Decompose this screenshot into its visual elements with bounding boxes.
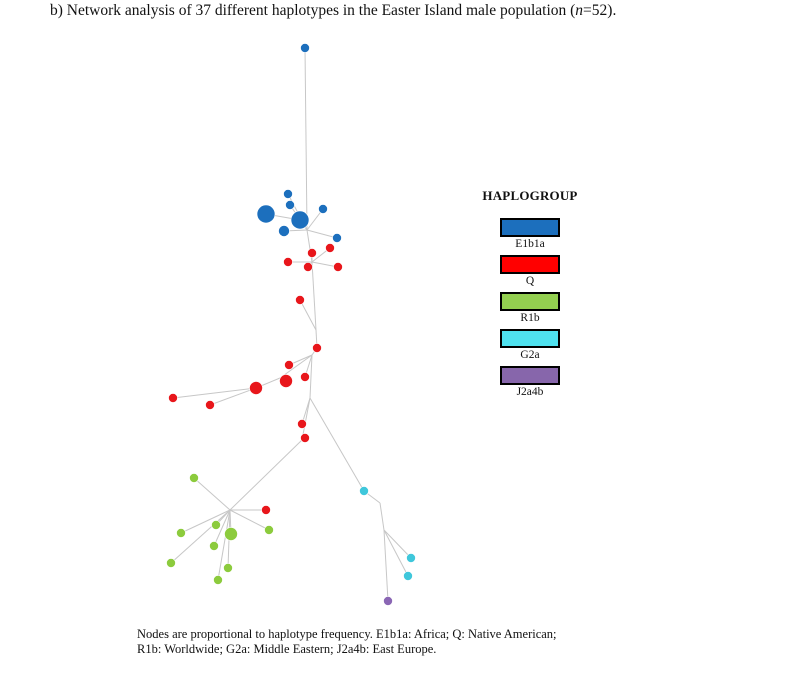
haplotype-node-q <box>307 248 317 258</box>
legend-item: G2a <box>470 329 590 362</box>
network-edge <box>309 354 313 399</box>
network-edge <box>229 439 303 511</box>
haplotype-node-r1b <box>189 473 199 483</box>
network-edge <box>383 529 412 559</box>
network-edge <box>309 397 365 492</box>
legend-label: Q <box>525 275 535 287</box>
haplotype-node-q <box>303 262 313 272</box>
legend-label: G2a <box>520 349 540 361</box>
figure-title-n: n <box>575 2 584 19</box>
legend-swatch <box>500 292 560 311</box>
network-edge <box>213 509 231 547</box>
legend-item: J2a4b <box>470 366 590 399</box>
haplotype-node-e1b1a <box>290 210 310 230</box>
haplotype-node-g2a <box>406 553 416 563</box>
legend-item: Q <box>470 255 590 288</box>
legend-title: HAPLOGROUP <box>482 188 578 203</box>
haplotype-node-q <box>249 381 263 395</box>
haplotype-node-e1b1a <box>285 200 295 210</box>
haplotype-node-q <box>312 343 322 353</box>
legend-swatch <box>500 218 560 237</box>
figure-title: b) Network analysis of 37 different hapl… <box>50 2 616 20</box>
legend-label: J2a4b <box>516 386 544 398</box>
haplotype-node-q <box>300 372 310 382</box>
figure-title-suffix: =52). <box>583 2 617 19</box>
network-edge <box>383 529 409 577</box>
haplotype-node-q <box>333 262 343 272</box>
haplotype-node-e1b1a <box>318 204 328 214</box>
network-edge <box>180 509 231 534</box>
haplotype-node-r1b <box>211 520 221 530</box>
network-nodes <box>166 43 416 606</box>
haplotype-node-q <box>205 400 215 410</box>
network-edge <box>379 502 385 531</box>
haplotype-node-q <box>283 257 293 267</box>
legend-label: E1b1a <box>515 238 545 250</box>
haplotype-node-g2a <box>403 571 413 581</box>
network-edge <box>209 387 257 406</box>
haplotype-node-g2a <box>359 486 369 496</box>
figure-title-prefix: b) Network analysis of 37 different hapl… <box>50 2 576 19</box>
haplotype-node-q <box>261 505 271 515</box>
haplotype-node-j2a4b <box>383 596 393 606</box>
figure-caption: Nodes are proportional to haplotype freq… <box>137 627 737 657</box>
haplotype-node-e1b1a <box>283 189 293 199</box>
haplotype-node-q <box>168 393 178 403</box>
legend-swatch <box>500 329 560 348</box>
haplotype-node-r1b <box>176 528 186 538</box>
haplotype-node-e1b1a <box>256 204 276 224</box>
haplotype-node-q <box>284 360 294 370</box>
network-edge <box>299 299 317 331</box>
haplotype-node-r1b <box>166 558 176 568</box>
network-edge <box>304 47 308 231</box>
caption-line-2: R1b: Worldwide; G2a: Middle Eastern; J2a… <box>137 642 437 656</box>
legend-swatch <box>500 255 560 274</box>
network-edges <box>170 47 412 602</box>
network-edge <box>170 509 231 564</box>
legend-swatch <box>500 366 560 385</box>
haplotype-node-r1b <box>224 527 238 541</box>
legend-item: R1b <box>470 292 590 325</box>
legend-label: R1b <box>520 312 540 324</box>
network-edge <box>229 509 270 531</box>
haplotype-node-e1b1a <box>300 43 310 53</box>
haplotype-node-e1b1a <box>278 225 290 237</box>
haplotype-node-q <box>300 433 310 443</box>
haplotype-node-q <box>325 243 335 253</box>
haplotype-node-q <box>297 419 307 429</box>
haplotype-node-e1b1a <box>332 233 342 243</box>
haplotype-node-r1b <box>264 525 274 535</box>
haplotype-node-q <box>279 374 293 388</box>
network-edge <box>172 387 257 399</box>
legend-item: E1b1a <box>470 218 590 251</box>
network-edge <box>217 509 231 581</box>
network-edge <box>279 354 313 379</box>
network-edge <box>311 261 317 331</box>
network-edge <box>383 529 389 602</box>
network-edge <box>193 477 231 511</box>
network-edge <box>301 397 311 441</box>
haplotype-node-r1b <box>223 563 233 573</box>
haplotype-node-r1b <box>209 541 219 551</box>
haplogroup-legend: HAPLOGROUP E1b1a Q R1b G2a J2a4b <box>470 188 590 403</box>
haplotype-node-q <box>295 295 305 305</box>
haplotype-node-r1b <box>213 575 223 585</box>
legend-items: E1b1a Q R1b G2a J2a4b <box>470 218 590 399</box>
network-edge <box>306 229 338 239</box>
caption-line-1: Nodes are proportional to haplotype freq… <box>137 627 557 641</box>
